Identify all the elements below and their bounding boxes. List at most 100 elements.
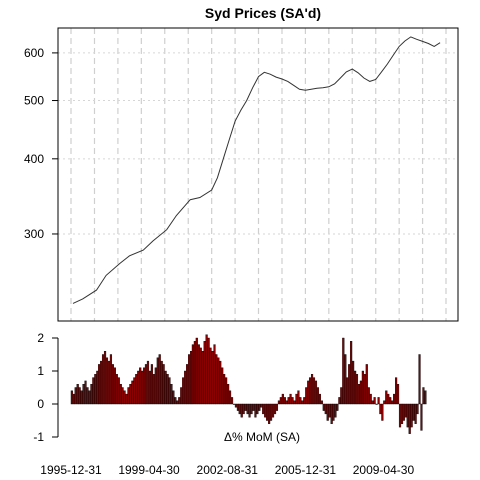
- mom-change-bar: [207, 337, 210, 405]
- mom-change-bar: [209, 347, 212, 405]
- mom-change-bar: [129, 384, 132, 405]
- mom-change-bar: [254, 403, 257, 418]
- mom-change-bar: [365, 364, 368, 405]
- mom-change-bar: [150, 364, 153, 405]
- mom-change-bar: [334, 403, 337, 418]
- mom-change-bar: [312, 377, 316, 405]
- mom-change-bar: [301, 400, 304, 405]
- mom-change-bar: [201, 351, 204, 405]
- mom-change-bar: [78, 387, 81, 405]
- mom-change-bar: [273, 403, 277, 415]
- mom-change-bar: [377, 397, 380, 405]
- top-y-axis: 300 400 500 600: [24, 46, 58, 241]
- x-tick-label: 1999-04-30: [118, 463, 180, 477]
- mom-change-bar: [279, 397, 282, 405]
- mom-change-bar: [262, 403, 265, 415]
- mom-change-bar: [84, 380, 87, 405]
- mom-change-bar: [115, 374, 118, 405]
- mom-change-bar: [109, 354, 113, 405]
- mom-change-bar: [350, 341, 353, 405]
- mom-change-bar: [289, 393, 292, 405]
- mom-change-bar: [119, 384, 122, 405]
- y-tick-label: 600: [24, 46, 44, 60]
- mom-change-bar: [264, 403, 267, 418]
- mom-change-bar: [344, 354, 347, 405]
- mom-change-bar: [410, 403, 413, 428]
- mom-change-bar: [281, 393, 284, 405]
- mom-change-bar: [219, 360, 222, 405]
- mom-change-bar: [236, 403, 240, 411]
- mom-change-bar: [184, 370, 187, 405]
- mom-change-bar: [338, 397, 341, 405]
- mom-change-bar: [326, 403, 329, 421]
- mom-change-bar: [232, 403, 236, 405]
- mom-change-bar: [246, 403, 249, 415]
- mom-change-bar: [336, 403, 339, 411]
- top-line-layer: [72, 36, 441, 304]
- mom-change-bar: [221, 367, 224, 405]
- mom-change-bar: [406, 403, 409, 428]
- mom-change-bar: [146, 360, 150, 405]
- mom-change-bar: [158, 354, 161, 405]
- mom-change-bar: [176, 400, 179, 405]
- mom-change-bar: [340, 387, 343, 405]
- mom-change-bar: [107, 360, 111, 405]
- mom-change-bar: [248, 403, 251, 418]
- mom-change-bar: [258, 403, 261, 411]
- mom-change-bar: [203, 341, 206, 405]
- mom-change-bar: [117, 377, 120, 405]
- mom-change-bar: [103, 351, 107, 405]
- mom-change-bar: [86, 387, 89, 405]
- mom-change-bar: [148, 370, 151, 405]
- mom-change-bar: [400, 403, 404, 424]
- mom-change-bar: [369, 393, 372, 405]
- mom-change-bar: [180, 387, 183, 405]
- mom-change-bar: [291, 397, 294, 405]
- mom-change-bar: [139, 367, 142, 405]
- bottom-panel-bar-chart: -1 0 1 2 Δ% MoM (SA) 1995-12-31 1999-04-30 20…: [33, 331, 427, 477]
- mom-change-bar: [182, 377, 185, 405]
- mom-change-bar: [82, 384, 85, 405]
- y-tick-label: 0: [37, 397, 44, 411]
- mom-change-bar: [307, 380, 310, 405]
- mom-change-bar: [127, 387, 130, 405]
- mom-change-bar: [215, 354, 218, 405]
- mom-change-bar: [271, 403, 275, 418]
- bottom-y-axis: -1 0 1 2: [33, 331, 59, 444]
- mom-change-bar: [381, 403, 384, 421]
- mom-change-bar: [227, 384, 230, 405]
- mom-change-bar: [191, 344, 194, 405]
- mom-change-bar: [160, 360, 163, 405]
- mom-change-bar: [244, 403, 247, 411]
- mom-change-bar: [74, 387, 77, 405]
- mom-change-bar: [88, 390, 91, 405]
- mom-change-bar: [408, 403, 411, 434]
- mom-change-bar: [234, 403, 238, 408]
- mom-change-bar: [424, 390, 427, 405]
- mom-change-bar: [330, 403, 333, 424]
- x-tick-label: 1995-12-31: [40, 463, 102, 477]
- mom-change-bar: [283, 397, 286, 405]
- mom-change-bar: [193, 341, 196, 405]
- top-panel-line-chart: Syd Prices (SA'd) 300 400 500 600: [24, 5, 459, 322]
- mom-change-bar: [123, 390, 126, 405]
- mom-change-bar: [314, 380, 318, 405]
- mom-change-bar: [162, 364, 165, 405]
- x-tick-label: 2002-08-31: [197, 463, 259, 477]
- chart-title: Syd Prices (SA'd): [205, 5, 321, 21]
- mom-change-bar: [396, 384, 400, 405]
- mom-change-bar: [305, 387, 308, 405]
- mom-change-bar: [308, 377, 312, 405]
- mom-change-bar: [223, 374, 226, 405]
- mom-change-bar: [385, 390, 388, 405]
- mom-change-bar: [355, 374, 359, 405]
- mom-change-bar: [416, 403, 419, 415]
- mom-change-bar: [367, 387, 370, 405]
- mom-change-bar: [412, 403, 415, 421]
- mom-change-bar: [242, 403, 245, 415]
- mom-change-bar: [152, 374, 155, 405]
- mom-change-bar: [275, 403, 279, 411]
- mom-change-bar: [133, 377, 136, 405]
- mom-change-bar: [250, 403, 253, 415]
